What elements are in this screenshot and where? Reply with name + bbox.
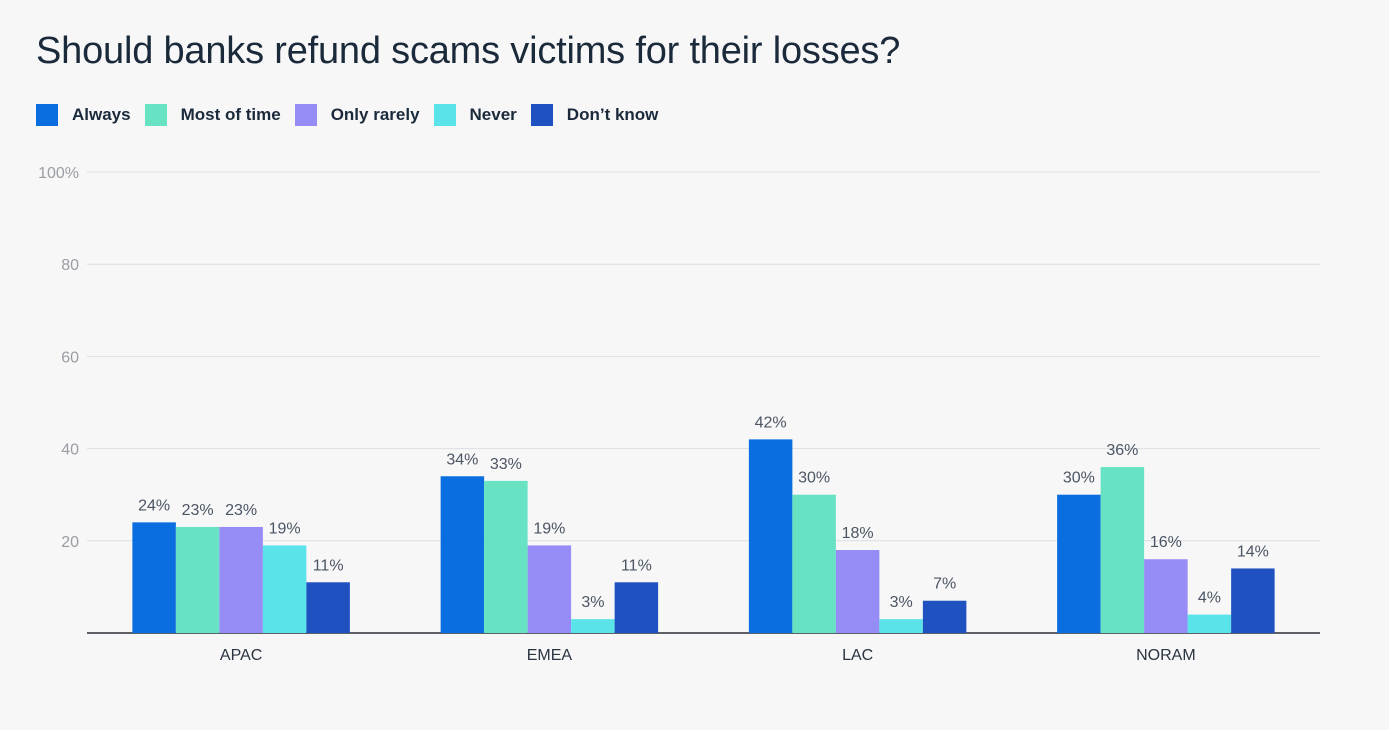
bar bbox=[527, 545, 572, 633]
data-label: 42% bbox=[755, 414, 787, 431]
legend-item-only-rarely: Only rarely bbox=[294, 104, 420, 126]
y-tick-label: 100% bbox=[38, 165, 79, 182]
y-tick-label: 80 bbox=[61, 257, 79, 274]
x-tick-label: EMEA bbox=[527, 647, 573, 664]
bar bbox=[1057, 494, 1101, 633]
data-label: 30% bbox=[1063, 470, 1095, 487]
bar bbox=[922, 600, 967, 633]
data-label: 24% bbox=[138, 497, 170, 514]
data-label: 36% bbox=[1106, 442, 1138, 459]
legend-label: Never bbox=[469, 105, 517, 124]
data-label: 33% bbox=[490, 456, 522, 473]
data-label: 19% bbox=[269, 520, 301, 537]
data-label: 16% bbox=[1150, 534, 1182, 551]
bar bbox=[1100, 467, 1145, 633]
data-label: 18% bbox=[842, 525, 874, 542]
bar bbox=[262, 545, 307, 633]
bar bbox=[792, 494, 836, 633]
legend-label: Don’t know bbox=[566, 105, 659, 124]
data-label: 11% bbox=[313, 557, 344, 574]
data-label: 19% bbox=[533, 520, 565, 537]
data-label: 7% bbox=[933, 576, 956, 593]
legend-swatch bbox=[144, 104, 167, 126]
data-label: 3% bbox=[890, 594, 913, 611]
data-label: 11% bbox=[621, 557, 652, 574]
legend-label: Most of time bbox=[180, 105, 281, 124]
y-tick-label: 20 bbox=[61, 534, 79, 551]
legend-swatch bbox=[294, 104, 317, 126]
legend-item-always: Always bbox=[36, 104, 131, 126]
data-label: 14% bbox=[1237, 543, 1269, 560]
legend-item-most-of-time: Most of time bbox=[144, 104, 281, 126]
bar bbox=[1144, 559, 1188, 633]
x-tick-label: APAC bbox=[220, 647, 262, 664]
x-tick-label: NORAM bbox=[1136, 647, 1196, 664]
bar bbox=[306, 582, 350, 633]
data-label: 23% bbox=[182, 502, 214, 519]
legend-swatch bbox=[433, 104, 456, 126]
data-label: 30% bbox=[798, 470, 830, 487]
bar bbox=[175, 526, 220, 633]
bar bbox=[132, 522, 176, 633]
legend-item-dont-know: Don’t know bbox=[530, 104, 659, 126]
x-tick-label: LAC bbox=[842, 647, 873, 664]
bar bbox=[571, 619, 615, 633]
bar bbox=[835, 550, 880, 633]
data-label: 34% bbox=[446, 451, 478, 468]
legend-swatch bbox=[530, 104, 553, 126]
data-label: 3% bbox=[581, 594, 604, 611]
legend-label: Always bbox=[72, 105, 131, 124]
bar bbox=[484, 480, 528, 633]
bar bbox=[1187, 614, 1232, 633]
legend-swatch bbox=[36, 104, 58, 126]
y-tick-label: 60 bbox=[61, 349, 79, 366]
bar bbox=[219, 526, 263, 633]
bar bbox=[440, 476, 485, 633]
bar bbox=[614, 582, 659, 633]
data-label: 23% bbox=[225, 502, 257, 519]
bar bbox=[879, 619, 923, 633]
bar bbox=[748, 439, 793, 633]
legend: Always Most of time Only rarely Never Do… bbox=[36, 103, 672, 127]
chart-title: Should banks refund scams victims for th… bbox=[36, 30, 901, 72]
legend-label: Only rarely bbox=[330, 105, 420, 124]
legend-item-never: Never bbox=[433, 104, 517, 126]
data-label: 4% bbox=[1198, 590, 1221, 607]
bar bbox=[1231, 568, 1275, 633]
y-tick-label: 40 bbox=[61, 442, 79, 459]
